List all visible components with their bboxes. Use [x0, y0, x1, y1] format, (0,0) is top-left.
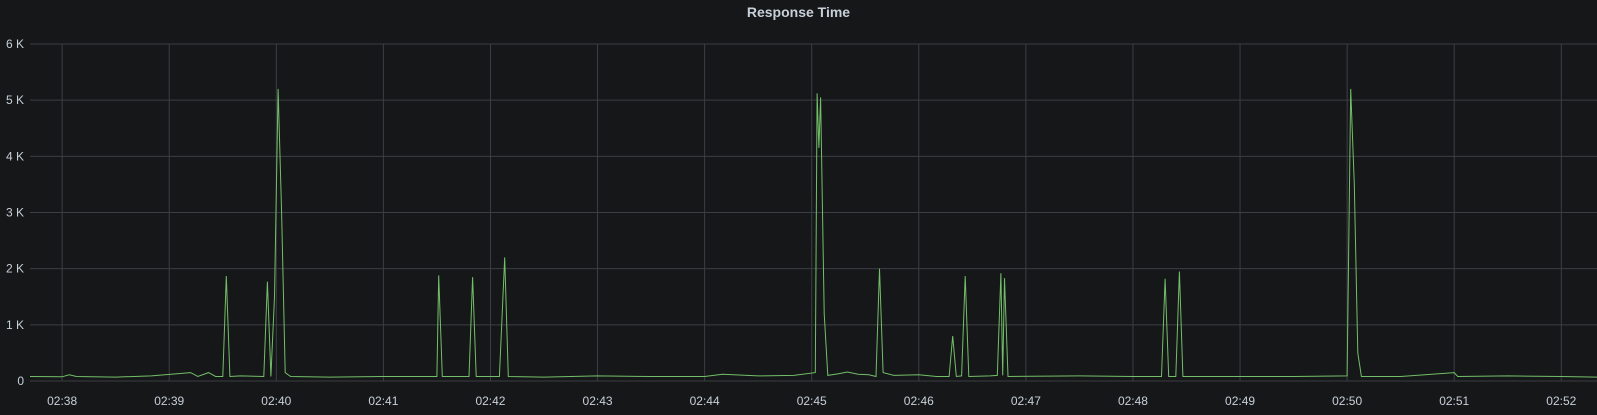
- y-tick-label: 4 K: [6, 149, 24, 163]
- x-tick-label: 02:39: [154, 394, 184, 408]
- x-tick-label: 02:51: [1439, 394, 1469, 408]
- x-tick-label: 02:49: [1225, 394, 1255, 408]
- y-tick-label: 0: [17, 374, 24, 388]
- x-tick-label: 02:46: [904, 394, 934, 408]
- x-tick-label: 02:44: [690, 394, 720, 408]
- y-tick-label: 2 K: [6, 262, 24, 276]
- x-tick-label: 02:47: [1011, 394, 1041, 408]
- x-tick-label: 02:50: [1332, 394, 1362, 408]
- y-tick-label: 1 K: [6, 318, 24, 332]
- x-tick-label: 02:42: [475, 394, 505, 408]
- x-tick-label: 02:41: [368, 394, 398, 408]
- x-tick-label: 02:40: [261, 394, 291, 408]
- y-tick-label: 3 K: [6, 206, 24, 220]
- x-tick-label: 02:38: [47, 394, 77, 408]
- y-axis-labels: 0 1 K 2 K 3 K 4 K 5 K 6 K: [6, 37, 24, 388]
- x-axis-labels: 02:38 02:39 02:40 02:41 02:42 02:43 02:44 02:45…: [47, 394, 1577, 408]
- x-tick-label: 02:52: [1546, 394, 1576, 408]
- x-tick-label: 02:43: [583, 394, 613, 408]
- series-layer: [29, 88, 1597, 378]
- series-line[interactable]: [29, 88, 1597, 378]
- y-tick-label: 6 K: [6, 37, 24, 51]
- y-tick-label: 5 K: [6, 93, 24, 107]
- x-tick-label: 02:45: [797, 394, 827, 408]
- x-tick-label: 02:48: [1118, 394, 1148, 408]
- panel-title[interactable]: Response Time: [746, 4, 851, 20]
